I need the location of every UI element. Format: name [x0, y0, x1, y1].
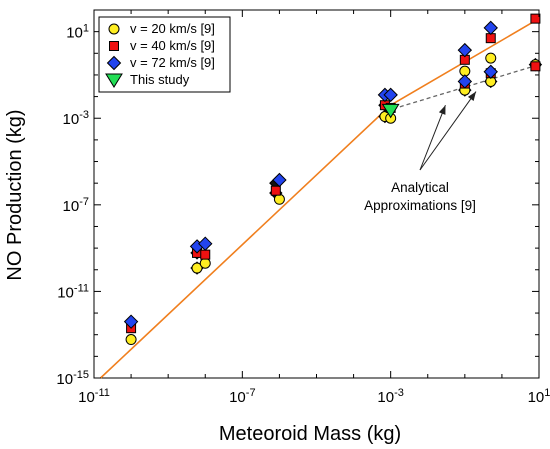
- data-point: [200, 249, 211, 260]
- x-tick-label: 101: [528, 387, 550, 406]
- y-tick-label: 10-11: [57, 282, 89, 301]
- data-point: [483, 64, 498, 79]
- data-point: [485, 52, 497, 64]
- data-point: [191, 262, 203, 274]
- legend-label-3: This study: [130, 72, 190, 87]
- y-tick-label: 10-7: [63, 196, 89, 215]
- legend-symbol: [106, 55, 122, 71]
- data-point: [125, 334, 137, 346]
- y-tick-label: 10-15: [56, 369, 89, 388]
- data-point: [483, 20, 498, 36]
- x-tick-label: 10-3: [377, 387, 403, 406]
- legend-label-2: v = 72 km/s [9]: [130, 55, 215, 70]
- data-point: [530, 13, 541, 24]
- data-point: [270, 185, 281, 196]
- y-tick-label: 101: [66, 23, 89, 42]
- annotation-arrows: [419, 91, 477, 171]
- legend: v = 20 km/s [9] v = 40 km/s [9] v = 72 k…: [98, 16, 231, 93]
- data-point: [199, 257, 211, 269]
- annotation-arrowhead: [438, 105, 446, 115]
- y-axis-title: NO Production (kg): [4, 109, 26, 280]
- annotation-arrowhead: [467, 91, 476, 101]
- legend-symbol: [108, 23, 120, 35]
- y-tick-label: 10-3: [63, 109, 89, 128]
- data-point: [272, 172, 287, 188]
- markers-layer: [123, 13, 543, 346]
- legend-label-1: v = 40 km/s [9]: [130, 38, 215, 53]
- legend-symbols: [105, 23, 123, 88]
- data-point: [198, 236, 213, 251]
- annotation: Analytical Approximations [9]: [364, 91, 477, 213]
- x-tick-label: 10-7: [229, 387, 255, 406]
- data-point: [457, 42, 473, 58]
- legend-box: [98, 16, 231, 93]
- annotation-arrow: [419, 105, 446, 171]
- legend-symbol: [109, 41, 119, 51]
- annotation-line-1: Analytical: [391, 180, 449, 195]
- annotation-line-2: Approximations [9]: [364, 198, 476, 213]
- data-point: [381, 103, 400, 119]
- data-point: [383, 87, 398, 103]
- legend-symbol: [105, 73, 123, 88]
- x-tick-label: 10-11: [78, 387, 110, 406]
- legend-label-0: v = 20 km/s [9]: [130, 21, 215, 36]
- annotation-arrow: [419, 91, 477, 171]
- data-point: [457, 74, 473, 89]
- data-point: [530, 61, 541, 72]
- x-axis-title: Meteoroid Mass (kg): [219, 423, 401, 445]
- data-point: [273, 193, 285, 205]
- data-point: [123, 314, 139, 329]
